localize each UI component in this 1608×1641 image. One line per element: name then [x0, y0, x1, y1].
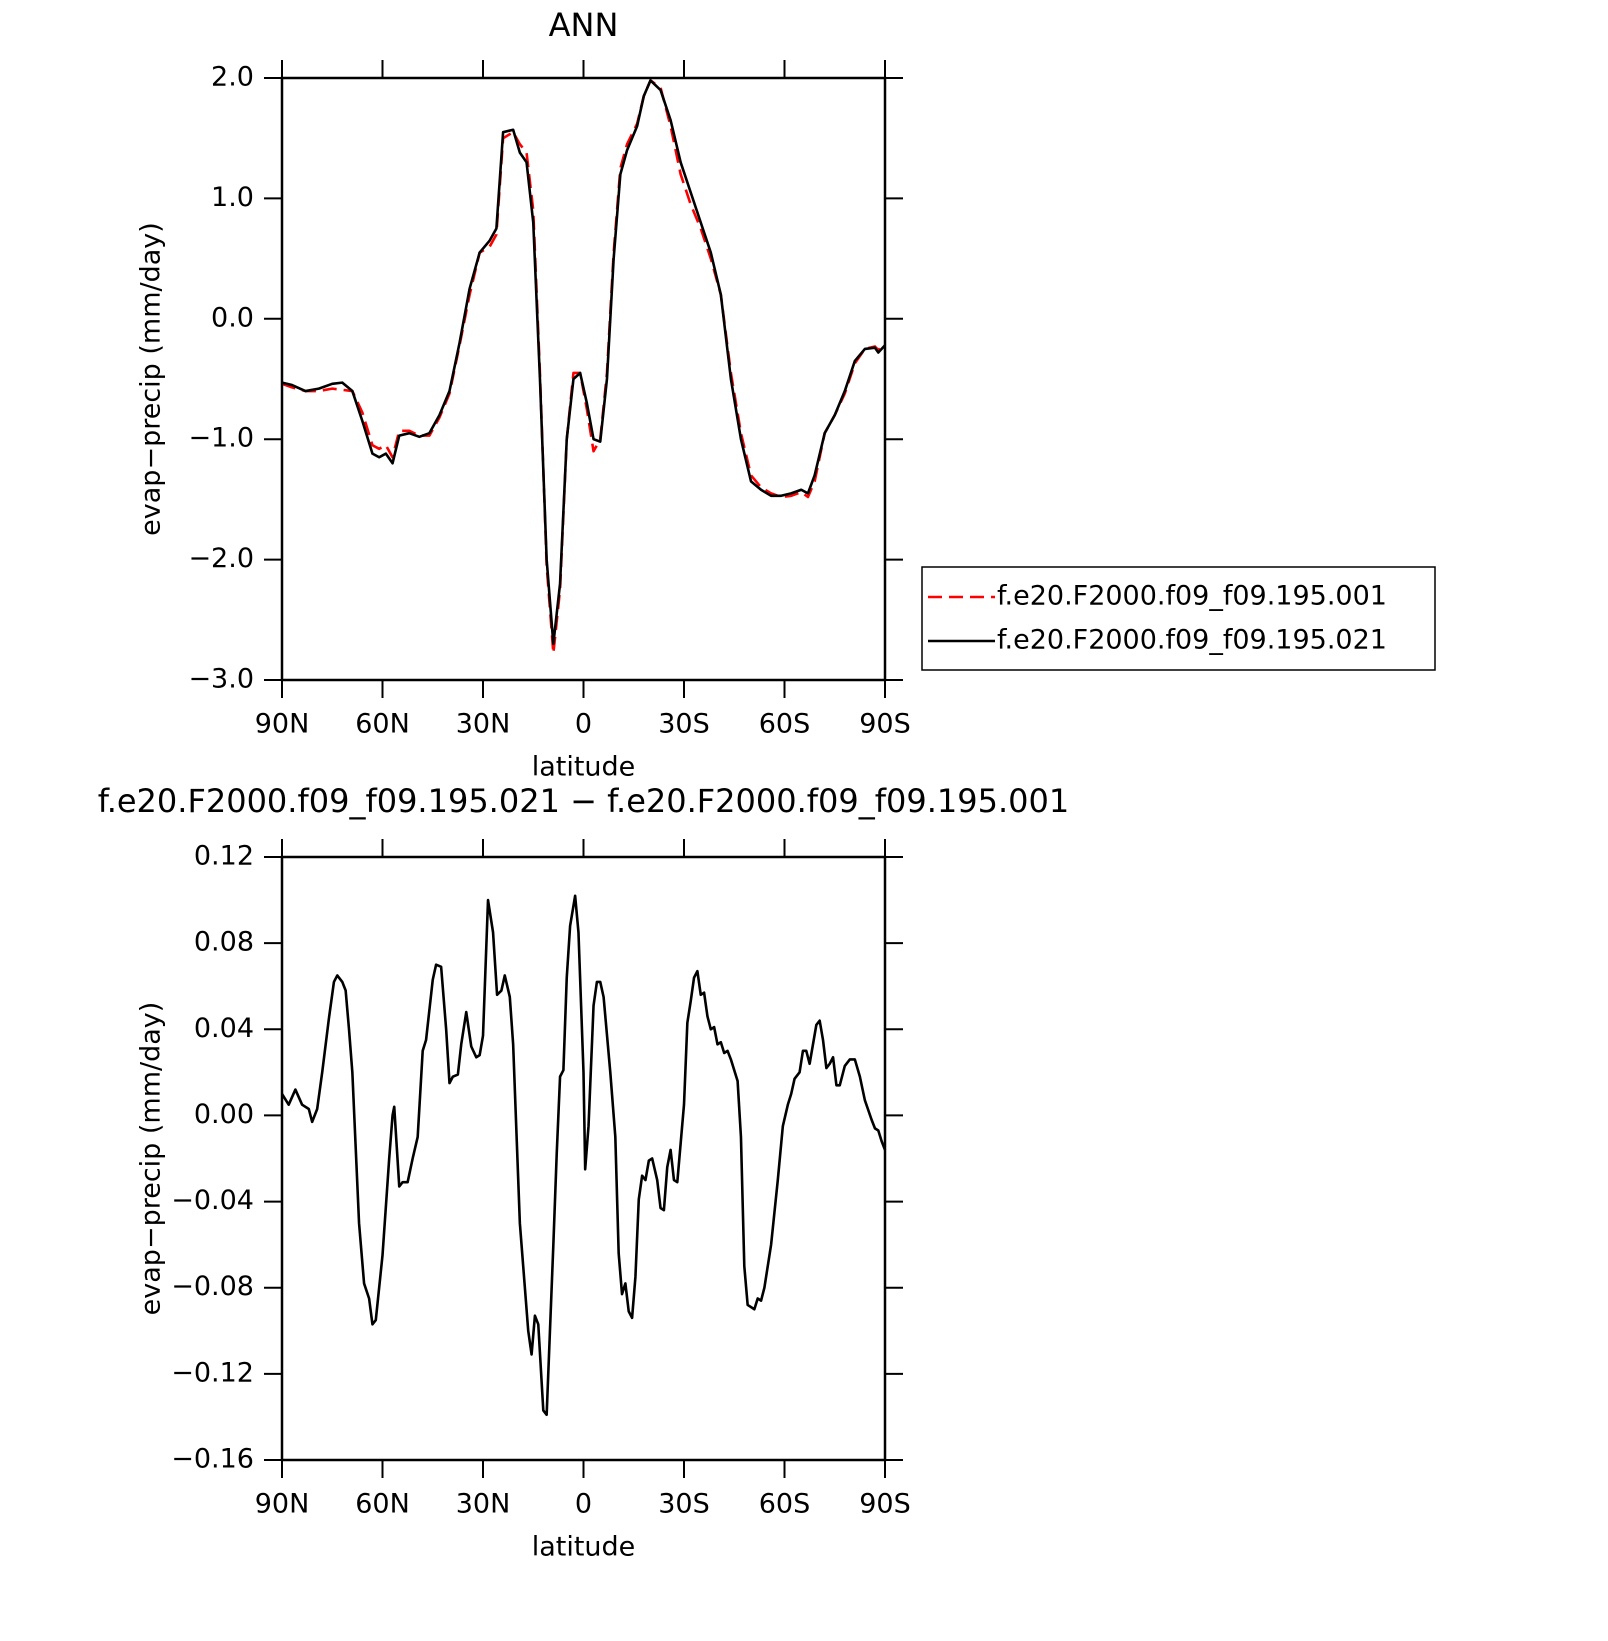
y-tick-label: −3.0	[188, 664, 254, 695]
y-tick-label: −2.0	[188, 543, 254, 574]
x-tick-label: 90N	[255, 1489, 310, 1520]
x-tick-label: 0	[575, 709, 592, 740]
data-line	[281, 79, 886, 655]
y-tick-label: −1.0	[188, 423, 254, 454]
chart-title: ANN	[549, 6, 619, 44]
x-axis-label: latitude	[532, 752, 636, 783]
x-tick-label: 90S	[859, 709, 911, 740]
x-tick-label: 60S	[759, 709, 811, 740]
x-tick-label: 90N	[255, 709, 310, 740]
y-tick-label: 0.12	[194, 841, 254, 872]
x-tick-label: 0	[575, 1489, 592, 1520]
plot-frame	[280, 855, 887, 1462]
y-tick-label: 0.00	[194, 1099, 254, 1130]
x-tick-label: 60N	[355, 709, 410, 740]
legend-label: f.e20.F2000.f09_f09.195.001	[997, 581, 1387, 612]
x-tick-label: 30N	[456, 1489, 511, 1520]
x-tick-label: 30N	[456, 709, 511, 740]
x-tick-label: 60S	[759, 1489, 811, 1520]
x-tick-label: 90S	[859, 1489, 911, 1520]
x-axis-label: latitude	[532, 1532, 636, 1563]
data-line	[281, 79, 886, 646]
x-tick-label: 60N	[355, 1489, 410, 1520]
data-line	[280, 894, 887, 1417]
x-tick-label: 30S	[658, 709, 710, 740]
y-tick-label: 0.0	[211, 302, 254, 333]
y-tick-label: 0.04	[194, 1013, 254, 1044]
y-axis-label: evap−precip (mm/day)	[136, 1002, 167, 1316]
y-tick-label: 1.0	[211, 182, 254, 213]
chart-title: f.e20.F2000.f09_f09.195.021 − f.e20.F200…	[98, 782, 1070, 820]
y-tick-label: −0.08	[171, 1271, 254, 1302]
y-tick-label: 2.0	[211, 62, 254, 93]
plot-frame	[280, 76, 887, 682]
y-tick-label: −0.16	[171, 1444, 254, 1475]
y-tick-label: −0.04	[171, 1185, 254, 1216]
y-axis-label: evap−precip (mm/day)	[136, 222, 167, 536]
x-tick-label: 30S	[658, 1489, 710, 1520]
legend-box	[921, 566, 1436, 671]
y-tick-label: 0.08	[194, 927, 254, 958]
legend-label: f.e20.F2000.f09_f09.195.021	[997, 625, 1387, 656]
y-tick-label: −0.12	[171, 1357, 254, 1388]
